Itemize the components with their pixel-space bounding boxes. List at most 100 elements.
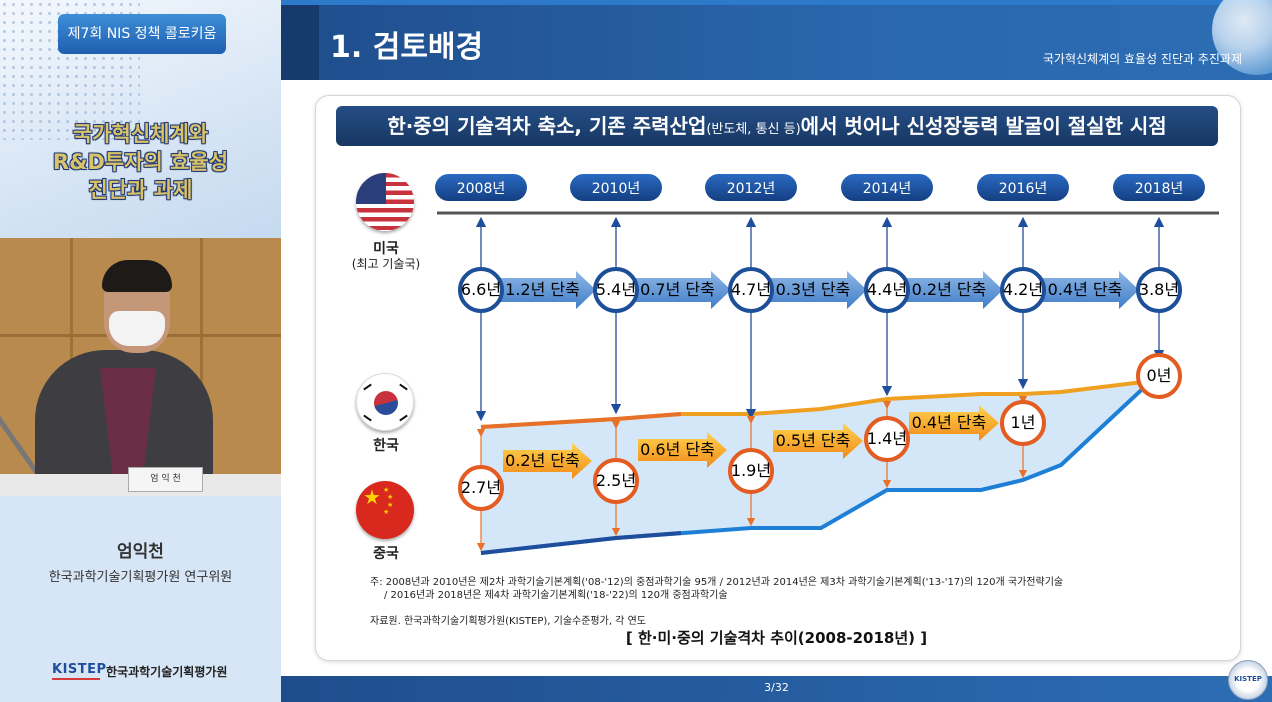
chart-caption: [ 한·미·중의 기술격차 추이(2008-2018년) ] [625,629,928,647]
presentation-slide: 1. 검토배경 국가혁신체계의 효율성 진단과 추진과제 한·중의 기술격차 축… [281,0,1272,702]
13: 4.4년 [867,280,907,299]
us-china-gap-circle-3: 4.7년 [728,267,774,313]
arrow-shape [1041,271,1139,309]
event-title: 국가혁신체계와 R&D투자의 효율성 진단과 과제 [20,120,261,204]
china-trend-line-start [480,531,682,555]
nameplate: 엄 익 천 [128,467,203,492]
country-label-korea: 한국 [373,438,399,454]
us-china-reduction-arrow-1: 1.2년 단축 [499,271,596,309]
year-pill-6: 2018년 [1113,174,1205,201]
korea-china-gap-circle-6: 0년 [1136,353,1182,399]
circle-ring [458,267,504,313]
us-china-gap-circle-5: 4.2년 [1000,267,1046,313]
arrow-shape [499,271,596,309]
year-pill-1: 2008년 [435,174,527,201]
us-china-gap-circle-2: 5.4년 [593,267,639,313]
event-title-line-2: R&D투자의 효율성 [52,150,229,174]
us-china-gap-circle-1: 6.6년 [458,267,504,313]
kistep-seal-icon: KISTEP [1228,660,1268,700]
kistep-org-name: 한국과학기술기획평가원 [106,665,228,679]
circle-ring [728,448,774,494]
year-pill-2: 2010년 [570,174,662,201]
year-label: 2010년 [592,181,641,197]
event-banner: 제7회 NIS 정책 콜로키움 국가혁신체계와 R&D투자의 효율성 진단과 과… [0,0,281,238]
chart-notes: 주: 2008년과 2010년은 제2차 과학기술기본계획('08-'12)의 … [370,576,1063,602]
korea-china-reduction-arrow-4: 0.4년 단축 [909,405,999,441]
note-line-1: 주: 2008년과 2010년은 제2차 과학기술기본계획('08-'12)의 … [370,577,1064,588]
country-label-us: 미국 [373,241,399,257]
korea-china-reduction-arrow-2: 0.6년 단축 [638,432,727,468]
13: 0.2년 단축 [912,280,987,299]
13: 1년 [1011,413,1036,432]
speaker-panel: 제7회 NIS 정책 콜로키움 국가혁신체계와 R&D투자의 효율성 진단과 과… [0,0,281,702]
speaker-video: 엄 익 천 [0,238,281,496]
13: 1.4년 [867,429,907,448]
korea-china-gap-circle-3: 1.9년 [728,448,774,494]
korea-china-gap-circle-5: 1년 [1000,400,1046,446]
year-pill-3: 2012년 [705,174,797,201]
year-pill-bg [705,174,797,201]
slide-footer [281,676,1272,702]
13: 0.4년 단축 [912,413,987,432]
13: 1.2년 단축 [505,280,580,299]
circle-ring [593,267,639,313]
korea-china-gap-circle-4: 1.4년 [864,416,910,462]
circle-ring [1000,400,1046,446]
us-china-gap-circle-4: 4.4년 [864,267,910,313]
year-pill-bg [570,174,662,201]
year-pill-bg [435,174,527,201]
country-label-us-sub: (최고 기술국) [351,257,421,271]
speaker-organization: 한국과학기술기획평가원 연구위원 [48,570,233,585]
arrow-shape [909,405,999,441]
korea-china-gap-circle-2: 2.5년 [593,458,639,504]
korea-china-reduction-arrow-1: 0.2년 단축 [503,443,592,479]
year-pill-4: 2014년 [841,174,933,201]
circle-ring [1000,267,1046,313]
13: 2.7년 [461,478,501,497]
arrow-shape [773,423,863,459]
13: 0.7년 단축 [640,280,715,299]
page-number: 3/32 [764,681,789,694]
circle-ring [864,267,910,313]
13: 0.5년 단축 [776,431,851,450]
year-label: 2014년 [863,181,912,197]
arrow-shape [905,271,1003,309]
event-title-line-1: 국가혁신체계와 [72,122,209,146]
year-pill-bg [977,174,1069,201]
circle-ring [1136,267,1182,313]
arrow-shape [503,443,592,479]
event-label: 제7회 NIS 정책 콜로키움 [58,14,226,54]
year-label: 2012년 [727,181,776,197]
us-flag-icon [356,173,414,231]
arrow-shape [634,271,731,309]
chart-source: 자료원. 한국과학기술기획평가원(KISTEP), 기술수준평가, 각 연도 [370,616,646,627]
korea-china-gap-circle-1: 2.7년 [458,465,504,511]
year-label: 2016년 [999,181,1048,197]
year-label: 2008년 [457,181,506,197]
korea-china-reduction-arrow-3: 0.5년 단축 [773,423,863,459]
slide-subtitle: 국가혁신체계의 효율성 진단과 추진과제 [1042,52,1242,66]
headline-banner: 한·중의 기술격차 축소, 기존 주력산업(반도체, 통신 등)에서 벗어나 신… [336,106,1218,146]
us-china-reduction-arrow-3: 0.3년 단축 [769,271,867,309]
13: 4.7년 [731,280,771,299]
13: 0.2년 단축 [505,451,580,470]
event-title-line-3: 진단과 과제 [88,178,193,202]
year-pill-bg [841,174,933,201]
slide-title: 1. 검토배경 [330,30,484,65]
country-label-china: 중국 [373,546,399,562]
circle-ring [1136,353,1182,399]
13: 6.6년 [461,280,501,299]
slide-header [281,5,1272,80]
banner-text-2: 에서 벗어나 신성장동력 발굴이 절실한 시점 [800,114,1167,138]
korea-flag-icon [356,373,414,431]
us-china-reduction-arrow-2: 0.7년 단축 [634,271,731,309]
13: 4.2년 [1003,280,1043,299]
13: 0.3년 단축 [776,280,851,299]
13: 0.6년 단축 [640,440,715,459]
korea-trend-line-start [480,412,682,429]
banner-text-small: (반도체, 통신 등) [706,122,801,137]
us-china-reduction-arrow-4: 0.2년 단축 [905,271,1003,309]
arrow-shape [769,271,867,309]
year-label: 2018년 [1135,181,1184,197]
